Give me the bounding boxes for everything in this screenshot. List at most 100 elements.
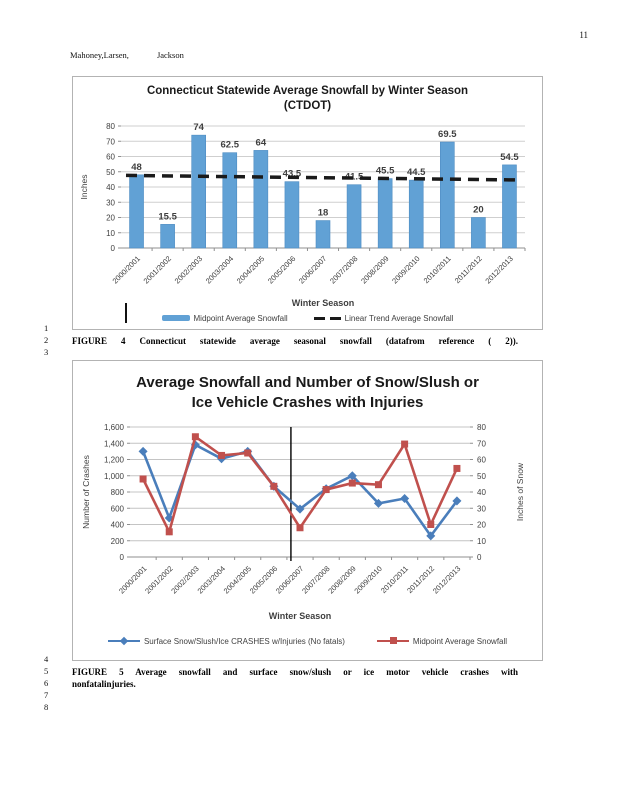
svg-text:400: 400 (111, 520, 125, 529)
bar (440, 141, 455, 249)
line-number: 3 (44, 347, 49, 357)
fig5-chart-title: Average Snowfall and Number of Snow/Slus… (73, 373, 542, 413)
svg-text:Winter Season: Winter Season (269, 611, 331, 621)
square-marker-icon (191, 432, 199, 440)
svg-text:800: 800 (111, 488, 125, 497)
svg-text:1,600: 1,600 (104, 423, 125, 432)
svg-text:Winter Season: Winter Season (292, 298, 354, 308)
square-marker-icon (218, 451, 226, 459)
bar (284, 181, 300, 249)
diamond-marker-icon (138, 446, 148, 456)
square-marker-icon (270, 482, 278, 490)
bar-plot-area: 0 10 20 30 40 50 60 70 80 48 2000/2001 15.5 2001/200… (79, 122, 526, 308)
bar (346, 184, 362, 249)
svg-text:2012/2013: 2012/2013 (431, 564, 462, 595)
svg-text:Number of Crashes: Number of Crashes (81, 455, 91, 529)
svg-text:50: 50 (106, 168, 115, 177)
svg-text:41.5: 41.5 (345, 172, 364, 183)
bar-swatch-icon (161, 315, 190, 322)
line-number: 1 (44, 323, 49, 333)
svg-text:70: 70 (106, 137, 115, 146)
diamond-marker-icon (347, 470, 357, 480)
svg-text:60: 60 (477, 455, 486, 464)
line-number: 4 (44, 654, 49, 664)
manuscript-line-numbers-bottom: 4 5 6 7 8 (44, 653, 48, 713)
svg-text:30: 30 (106, 198, 115, 207)
diamond-marker-icon (400, 493, 410, 503)
svg-text:0: 0 (111, 244, 116, 253)
square-marker-icon (165, 527, 173, 535)
svg-text:74: 74 (193, 122, 204, 133)
fig4-title-line2: (CTDOT) (283, 99, 332, 112)
svg-text:40: 40 (477, 488, 486, 497)
fig5-line-chart: 0 200 400 600 800 1,000 1,200 1,400 1,600 0 10 20 30… (81, 423, 525, 621)
square-marker-icon (427, 520, 435, 528)
linear-trend-line (125, 173, 521, 182)
svg-text:60: 60 (106, 152, 115, 161)
fig5-legend-item-crashes: Surface Snow/Slush/Ice CRASHES w/Injurie… (107, 637, 345, 646)
bar (191, 134, 206, 249)
svg-text:18: 18 (318, 207, 329, 218)
svg-text:2000/2001: 2000/2001 (111, 254, 142, 285)
svg-text:80: 80 (106, 122, 115, 131)
bar (315, 220, 331, 249)
svg-text:15.5: 15.5 (158, 211, 177, 222)
bar (377, 178, 393, 249)
red-line-swatch-icon (376, 637, 409, 645)
page-number: 11 (579, 30, 588, 40)
svg-text:1,000: 1,000 (104, 471, 125, 480)
fig4-legend-label-trend: Linear Trend Average Snowfall (344, 313, 454, 323)
line-plot-area: 0 200 400 600 800 1,000 1,200 1,400 1,600 0 10 20 30… (81, 423, 525, 621)
svg-text:Inches: Inches (79, 174, 89, 199)
square-marker-icon (401, 440, 409, 448)
svg-text:54.5: 54.5 (500, 152, 519, 163)
svg-text:62.5: 62.5 (221, 140, 240, 151)
fig4-bar-chart: 0 10 20 30 40 50 60 70 80 48 2000/2001 15.5 2001/200… (79, 122, 526, 308)
diamond-marker-icon (452, 496, 462, 506)
svg-text:2004/2005: 2004/2005 (235, 254, 266, 285)
fig5-legend-label-snowfall: Midpoint Average Snowfall (412, 636, 508, 646)
author-names-right: Jackson (156, 50, 184, 60)
fig4-title-line1: Connecticut Statewide Average Snowfall b… (146, 85, 469, 97)
svg-text:2008/2009: 2008/2009 (359, 254, 390, 285)
fig4-legend-label-bars: Midpoint Average Snowfall (193, 313, 288, 323)
figure4-chart-frame: Connecticut Statewide Average Snowfall b… (72, 76, 543, 330)
legend-tick-mark (125, 303, 127, 323)
svg-text:0: 0 (477, 553, 482, 562)
square-marker-icon (139, 475, 147, 483)
svg-text:30: 30 (477, 504, 486, 513)
fig4-legend-item-bars: Midpoint Average Snowfall (161, 313, 288, 323)
svg-text:64: 64 (256, 137, 267, 148)
svg-text:43.5: 43.5 (283, 169, 302, 180)
svg-text:48: 48 (131, 162, 142, 173)
bar (502, 164, 517, 249)
svg-text:2011/2012: 2011/2012 (453, 254, 484, 285)
svg-text:2006/2007: 2006/2007 (297, 254, 328, 285)
square-marker-icon (453, 464, 461, 472)
fig5-title-line1: Average Snowfall and Number of Snow/Slus… (136, 374, 479, 391)
square-marker-icon (322, 485, 330, 493)
svg-text:1,200: 1,200 (104, 455, 125, 464)
svg-text:10: 10 (477, 536, 486, 545)
svg-text:2005/2006: 2005/2006 (266, 254, 297, 285)
line-number: 5 (44, 666, 49, 676)
fig5-title-line2: Ice Vehicle Crashes with Injuries (191, 393, 424, 411)
svg-text:2002/2003: 2002/2003 (173, 254, 204, 285)
svg-text:1,400: 1,400 (104, 439, 125, 448)
svg-text:50: 50 (477, 471, 486, 480)
svg-text:10: 10 (106, 229, 115, 238)
authors-header: Mahoney,Larsen, Jackson (70, 50, 184, 60)
svg-text:20: 20 (477, 520, 486, 529)
figure5-caption-line2: nonfatalinjuries. (72, 679, 136, 689)
svg-text:44.5: 44.5 (407, 167, 426, 178)
bar (160, 223, 175, 249)
snowfall-line-series (139, 432, 461, 536)
line-number: 8 (44, 702, 49, 712)
svg-text:2009/2010: 2009/2010 (390, 254, 421, 285)
bars (129, 134, 517, 249)
fig5-legend: Surface Snow/Slush/Ice CRASHES w/Injurie… (73, 637, 542, 646)
svg-text:80: 80 (477, 423, 486, 432)
svg-text:2009/2010: 2009/2010 (352, 564, 383, 595)
svg-text:70: 70 (477, 439, 486, 448)
square-marker-icon (244, 449, 252, 457)
